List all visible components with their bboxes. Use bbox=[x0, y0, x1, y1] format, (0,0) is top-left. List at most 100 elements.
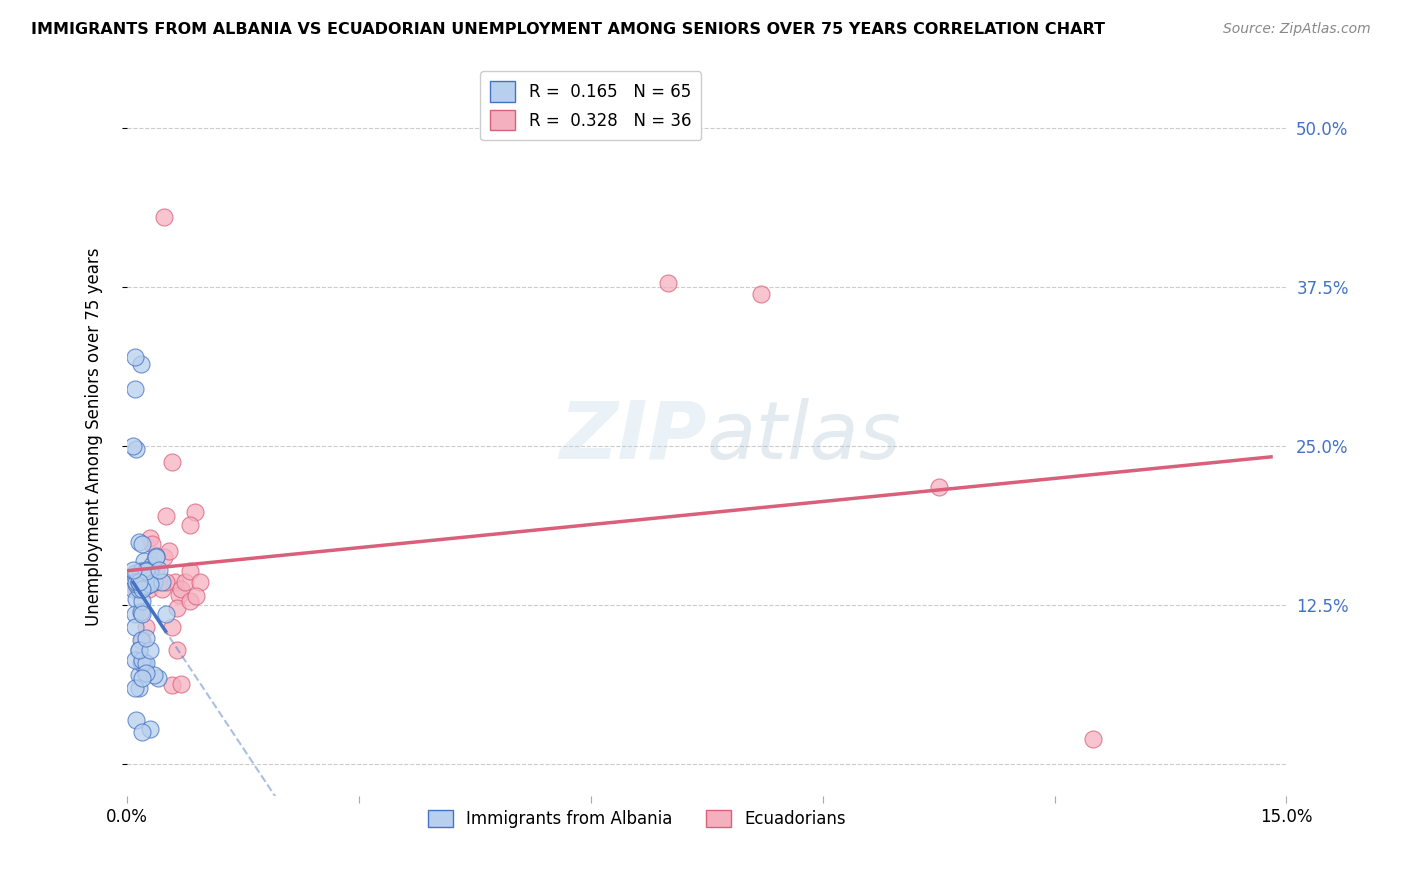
Point bbox=[129, 605, 152, 619]
Point bbox=[1083, 731, 1105, 746]
Point bbox=[143, 668, 166, 682]
Point bbox=[124, 351, 146, 365]
Point bbox=[141, 537, 163, 551]
Point bbox=[128, 642, 150, 657]
Point bbox=[131, 656, 153, 670]
Legend: Immigrants from Albania, Ecuadorians: Immigrants from Albania, Ecuadorians bbox=[422, 803, 853, 835]
Point bbox=[129, 605, 152, 619]
Point bbox=[131, 632, 153, 647]
Point bbox=[170, 677, 193, 691]
Point bbox=[135, 620, 157, 634]
Point bbox=[150, 582, 173, 596]
Text: IMMIGRANTS FROM ALBANIA VS ECUADORIAN UNEMPLOYMENT AMONG SENIORS OVER 75 YEARS C: IMMIGRANTS FROM ALBANIA VS ECUADORIAN UN… bbox=[31, 22, 1105, 37]
Point bbox=[145, 549, 167, 563]
Point bbox=[188, 575, 211, 590]
Point bbox=[159, 543, 181, 558]
Point bbox=[928, 480, 950, 494]
Point bbox=[128, 575, 150, 590]
Point bbox=[139, 722, 162, 736]
Point bbox=[122, 563, 145, 577]
Point bbox=[124, 569, 146, 583]
Text: ZIP: ZIP bbox=[560, 398, 707, 475]
Point bbox=[132, 554, 155, 568]
Point bbox=[128, 576, 150, 591]
Point bbox=[160, 678, 183, 692]
Y-axis label: Unemployment Among Seniors over 75 years: Unemployment Among Seniors over 75 years bbox=[86, 247, 103, 626]
Point bbox=[131, 607, 153, 622]
Point bbox=[166, 642, 188, 657]
Point bbox=[124, 607, 146, 622]
Point bbox=[131, 671, 153, 685]
Text: Source: ZipAtlas.com: Source: ZipAtlas.com bbox=[1223, 22, 1371, 37]
Point bbox=[122, 582, 145, 596]
Point bbox=[153, 211, 176, 225]
Point bbox=[125, 713, 148, 727]
Point bbox=[169, 588, 191, 602]
Point bbox=[128, 534, 150, 549]
Point bbox=[138, 563, 160, 577]
Point bbox=[135, 656, 157, 670]
Point bbox=[131, 594, 153, 608]
Point bbox=[135, 665, 157, 680]
Point bbox=[143, 575, 166, 590]
Point bbox=[135, 563, 157, 577]
Point bbox=[186, 590, 208, 604]
Point bbox=[128, 681, 150, 695]
Point bbox=[139, 642, 162, 657]
Point bbox=[163, 575, 186, 590]
Point bbox=[129, 632, 152, 647]
Point bbox=[155, 607, 177, 622]
Point bbox=[128, 668, 150, 682]
Point bbox=[124, 620, 146, 634]
Point bbox=[155, 509, 177, 524]
Point bbox=[125, 442, 148, 456]
Point bbox=[128, 569, 150, 583]
Point bbox=[160, 454, 183, 468]
Point bbox=[749, 286, 772, 301]
Point bbox=[124, 653, 146, 667]
Point bbox=[135, 564, 157, 578]
Point bbox=[139, 566, 162, 581]
Point bbox=[129, 656, 152, 670]
Point bbox=[174, 575, 197, 590]
Point bbox=[135, 579, 157, 593]
Point bbox=[160, 620, 183, 634]
Point bbox=[179, 564, 201, 578]
Point bbox=[131, 725, 153, 739]
Point bbox=[125, 582, 148, 596]
Point bbox=[128, 642, 150, 657]
Point bbox=[166, 600, 188, 615]
Point bbox=[153, 549, 176, 564]
Point bbox=[128, 575, 150, 590]
Point bbox=[148, 563, 170, 577]
Point bbox=[124, 382, 146, 396]
Point bbox=[145, 563, 167, 577]
Point bbox=[143, 554, 166, 568]
Point bbox=[139, 576, 162, 591]
Point bbox=[657, 277, 679, 291]
Point bbox=[179, 594, 201, 608]
Point bbox=[131, 582, 153, 596]
Point bbox=[179, 518, 201, 533]
Point bbox=[124, 681, 146, 695]
Point bbox=[135, 575, 157, 590]
Point bbox=[150, 575, 173, 590]
Point bbox=[139, 531, 162, 545]
Point bbox=[135, 575, 157, 590]
Point bbox=[125, 591, 148, 606]
Point bbox=[131, 579, 153, 593]
Point bbox=[155, 575, 177, 590]
Point bbox=[170, 582, 193, 596]
Point bbox=[125, 576, 148, 591]
Point bbox=[131, 653, 153, 667]
Point bbox=[184, 505, 207, 519]
Point bbox=[128, 582, 150, 596]
Point bbox=[129, 564, 152, 578]
Point bbox=[145, 549, 167, 564]
Point bbox=[146, 575, 169, 590]
Point bbox=[131, 537, 153, 551]
Point bbox=[125, 575, 148, 590]
Point bbox=[124, 566, 146, 581]
Point bbox=[141, 558, 163, 572]
Point bbox=[132, 656, 155, 670]
